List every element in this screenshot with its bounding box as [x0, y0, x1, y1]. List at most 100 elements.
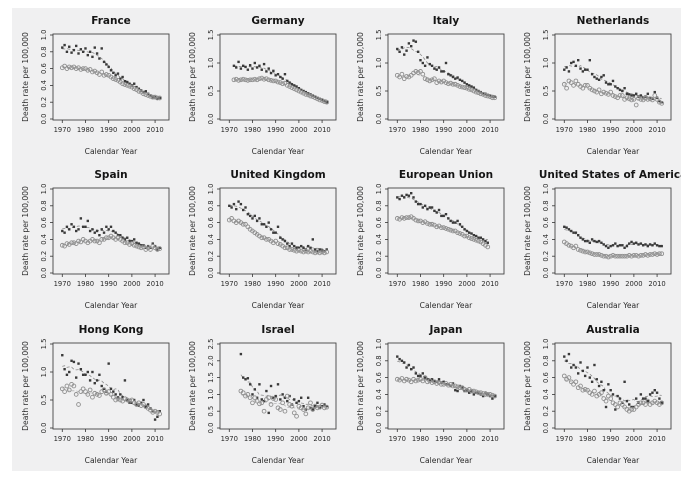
lower-series-point — [71, 240, 77, 246]
lower-series-point — [250, 400, 256, 405]
x-tick-label: 2000 — [625, 435, 642, 443]
x-tick-label: 2000 — [290, 280, 307, 288]
chart-panel-european-union: European Union 1970 1980 1990 2000 2010 0.0 0.2… — [347, 162, 514, 316]
x-tick-label: 1980 — [77, 435, 94, 443]
lower-series-point — [282, 408, 288, 414]
lower-series-point — [259, 235, 265, 241]
lower-series-point — [250, 77, 256, 83]
x-tick-label: 1970 — [388, 435, 405, 443]
plot-svg-netherlands: Netherlands 1970 1980 1990 2000 2010 0.0 0.5 1.0… — [523, 15, 672, 156]
lower-series-point — [248, 395, 253, 400]
lower-series-point — [649, 252, 655, 258]
upper-series-point — [425, 208, 429, 211]
plot-svg-japan: Japan 1970 1980 1990 2000 2010 0.0 0.2 0.4 0.6 0.8… — [356, 324, 504, 465]
y-axis-label: Death rate per 100,000 — [356, 32, 365, 122]
lower-series-point — [615, 404, 620, 410]
upper-series-point — [441, 380, 445, 383]
x-tick-label: 1980 — [579, 280, 596, 288]
upper-series-point — [627, 402, 631, 406]
lower-series-point — [296, 88, 302, 94]
lower-series-point — [582, 386, 588, 392]
upper-series-point — [260, 397, 264, 401]
panel-title: European Union — [398, 169, 492, 181]
upper-series-point — [641, 244, 645, 247]
x-axis-label: Calendar Year — [586, 456, 640, 465]
y-tick-label: 1.0 — [40, 30, 48, 41]
y-tick-label: 1.5 — [375, 30, 383, 41]
upper-series-point — [260, 68, 264, 71]
upper-series-point — [286, 79, 289, 83]
lower-series-point — [113, 77, 118, 82]
panel-title: Netherlands — [576, 15, 649, 27]
lower-series-point — [450, 81, 455, 87]
upper-series-point — [142, 398, 145, 401]
upper-series-point — [98, 373, 101, 376]
upper-series-point — [84, 225, 87, 229]
upper-series-point — [93, 381, 96, 385]
y-tick-label: 1.5 — [207, 30, 215, 41]
y-tick-label: 0.4 — [375, 234, 383, 245]
lower-series-point — [419, 71, 425, 77]
lower-series-point — [659, 251, 664, 257]
x-tick-label: 2000 — [290, 435, 307, 443]
lower-series-point — [138, 402, 144, 408]
upper-series-point — [453, 77, 456, 80]
lower-series-point — [278, 80, 283, 85]
lower-trend-line — [563, 83, 662, 101]
lower-series-point — [299, 249, 304, 254]
lower-series-point — [92, 239, 98, 244]
lower-series-point — [319, 249, 325, 255]
upper-series-point — [300, 245, 303, 248]
lower-series-point — [87, 67, 93, 72]
y-axis-label: Death rate per 100,000 — [523, 341, 532, 431]
upper-series-point — [263, 62, 266, 66]
lower-series-point — [264, 76, 269, 82]
lower-series-point — [424, 221, 430, 227]
upper-series-point — [657, 245, 661, 248]
lower-series-point — [313, 250, 318, 256]
upper-series-point — [77, 228, 80, 231]
lower-series-point — [245, 78, 251, 83]
upper-series-point — [616, 394, 619, 397]
upper-series-point — [81, 225, 85, 229]
upper-series-point — [602, 74, 605, 77]
y-tick-label: 1.0 — [207, 389, 215, 400]
x-tick-label: 2000 — [123, 126, 140, 134]
upper-series-point — [562, 225, 566, 229]
plot-svg-france: France 1970 1980 1990 2000 2010 0.0 0.2 0.4 0.6 0.… — [21, 15, 170, 156]
plot-border — [554, 187, 672, 275]
upper-series-point — [583, 374, 587, 377]
upper-series-point — [295, 401, 299, 404]
upper-series-point — [107, 362, 110, 365]
upper-series-point — [151, 242, 154, 246]
upper-series-point — [481, 92, 484, 95]
upper-series-point — [660, 245, 663, 248]
y-tick-label: 2.0 — [207, 355, 215, 366]
x-tick-label: 1970 — [388, 126, 405, 134]
y-tick-label: 1.0 — [542, 58, 550, 69]
lower-series-point — [308, 400, 314, 405]
x-tick-label: 1970 — [221, 435, 238, 443]
lower-series-point — [659, 100, 664, 106]
upper-series-point — [239, 67, 243, 70]
lower-series-point — [601, 254, 606, 259]
chart-panel-netherlands: Netherlands 1970 1980 1990 2000 2010 0.0 0.5 1.0… — [514, 8, 681, 162]
y-tick-label: 0.5 — [40, 394, 48, 405]
upper-series-point — [86, 370, 89, 373]
upper-series-point — [251, 67, 254, 70]
upper-series-point — [583, 240, 587, 243]
plot-svg-israel: Israel 1970 1980 1990 2000 2010 0.0 0.5 1.0 1.5 2.… — [188, 324, 337, 465]
lower-series-point — [659, 400, 664, 405]
plot-svg-spain: Spain 1970 1980 1990 2000 2010 0.0 0.2 0.4 0.6 0.8… — [21, 169, 170, 310]
upper-series-point — [562, 68, 566, 71]
lower-series-point — [296, 248, 302, 253]
upper-series-point — [284, 240, 287, 243]
upper-series-point — [290, 83, 294, 86]
lower-series-point — [422, 374, 427, 380]
lower-series-point — [157, 246, 163, 252]
lower-series-point — [294, 249, 300, 254]
upper-series-point — [246, 376, 250, 380]
x-axis-label: Calendar Year — [586, 147, 640, 156]
upper-series-point — [70, 359, 73, 362]
upper-series-point — [265, 389, 268, 392]
